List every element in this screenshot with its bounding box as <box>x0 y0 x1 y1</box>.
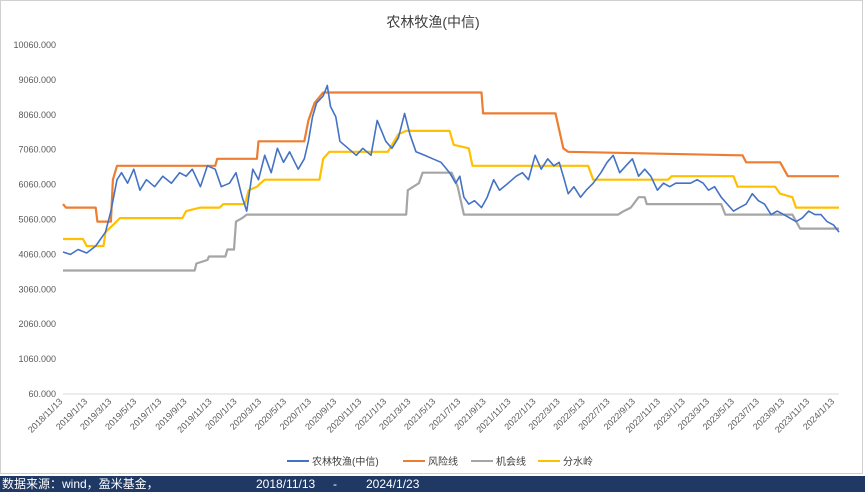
legend-label: 机会线 <box>496 455 526 468</box>
y-tick-label: 60.000 <box>28 389 56 399</box>
x-axis: 2018/11/132019/1/132019/3/132019/5/13201… <box>26 393 839 435</box>
chart-title: 农林牧渔(中信) <box>386 14 479 30</box>
y-axis-labels: 60.000 1060.000 2060.000 3060.000 4060.000 50… <box>13 40 56 399</box>
data-source-text: 数据来源：wind，盈米基金， <box>2 477 159 491</box>
legend-label: 农林牧渔(中信) <box>312 455 379 468</box>
date-end-text: 2024/1/23 <box>366 477 420 491</box>
y-tick-label: 6060.000 <box>18 180 56 190</box>
y-tick-label: 2060.000 <box>18 319 56 329</box>
chart-frame: 农林牧渔(中信) 60.000 1060.000 2060.000 3060.000 4… <box>0 0 863 474</box>
y-tick-label: 8060.000 <box>18 110 56 120</box>
legend-label: 风险线 <box>428 455 458 468</box>
y-tick-label: 4060.000 <box>18 249 56 259</box>
series-lines <box>62 84 840 272</box>
y-tick-label: 5060.000 <box>18 215 56 225</box>
series-line-2 <box>63 171 839 272</box>
legend: 农林牧渔(中信) 风险线 机会线 分水岭 <box>287 455 593 468</box>
series-line-0 <box>62 84 840 256</box>
legend-label: 分水岭 <box>563 455 593 468</box>
y-tick-label: 9060.000 <box>18 75 56 85</box>
series-line-3 <box>63 129 839 248</box>
date-separator-text: - <box>333 477 337 491</box>
y-tick-label: 3060.000 <box>18 284 56 294</box>
series-line-1 <box>62 91 839 223</box>
date-start-text: 2018/11/13 <box>256 477 316 491</box>
source-footer: 数据来源：wind，盈米基金， 2018/11/13 - 2024/1/23 <box>0 476 865 492</box>
y-tick-label: 7060.000 <box>18 145 56 155</box>
y-tick-label: 10060.000 <box>13 40 56 50</box>
line-chart: 农林牧渔(中信) 60.000 1060.000 2060.000 3060.000 4… <box>13 14 840 468</box>
y-tick-label: 1060.000 <box>18 354 56 364</box>
